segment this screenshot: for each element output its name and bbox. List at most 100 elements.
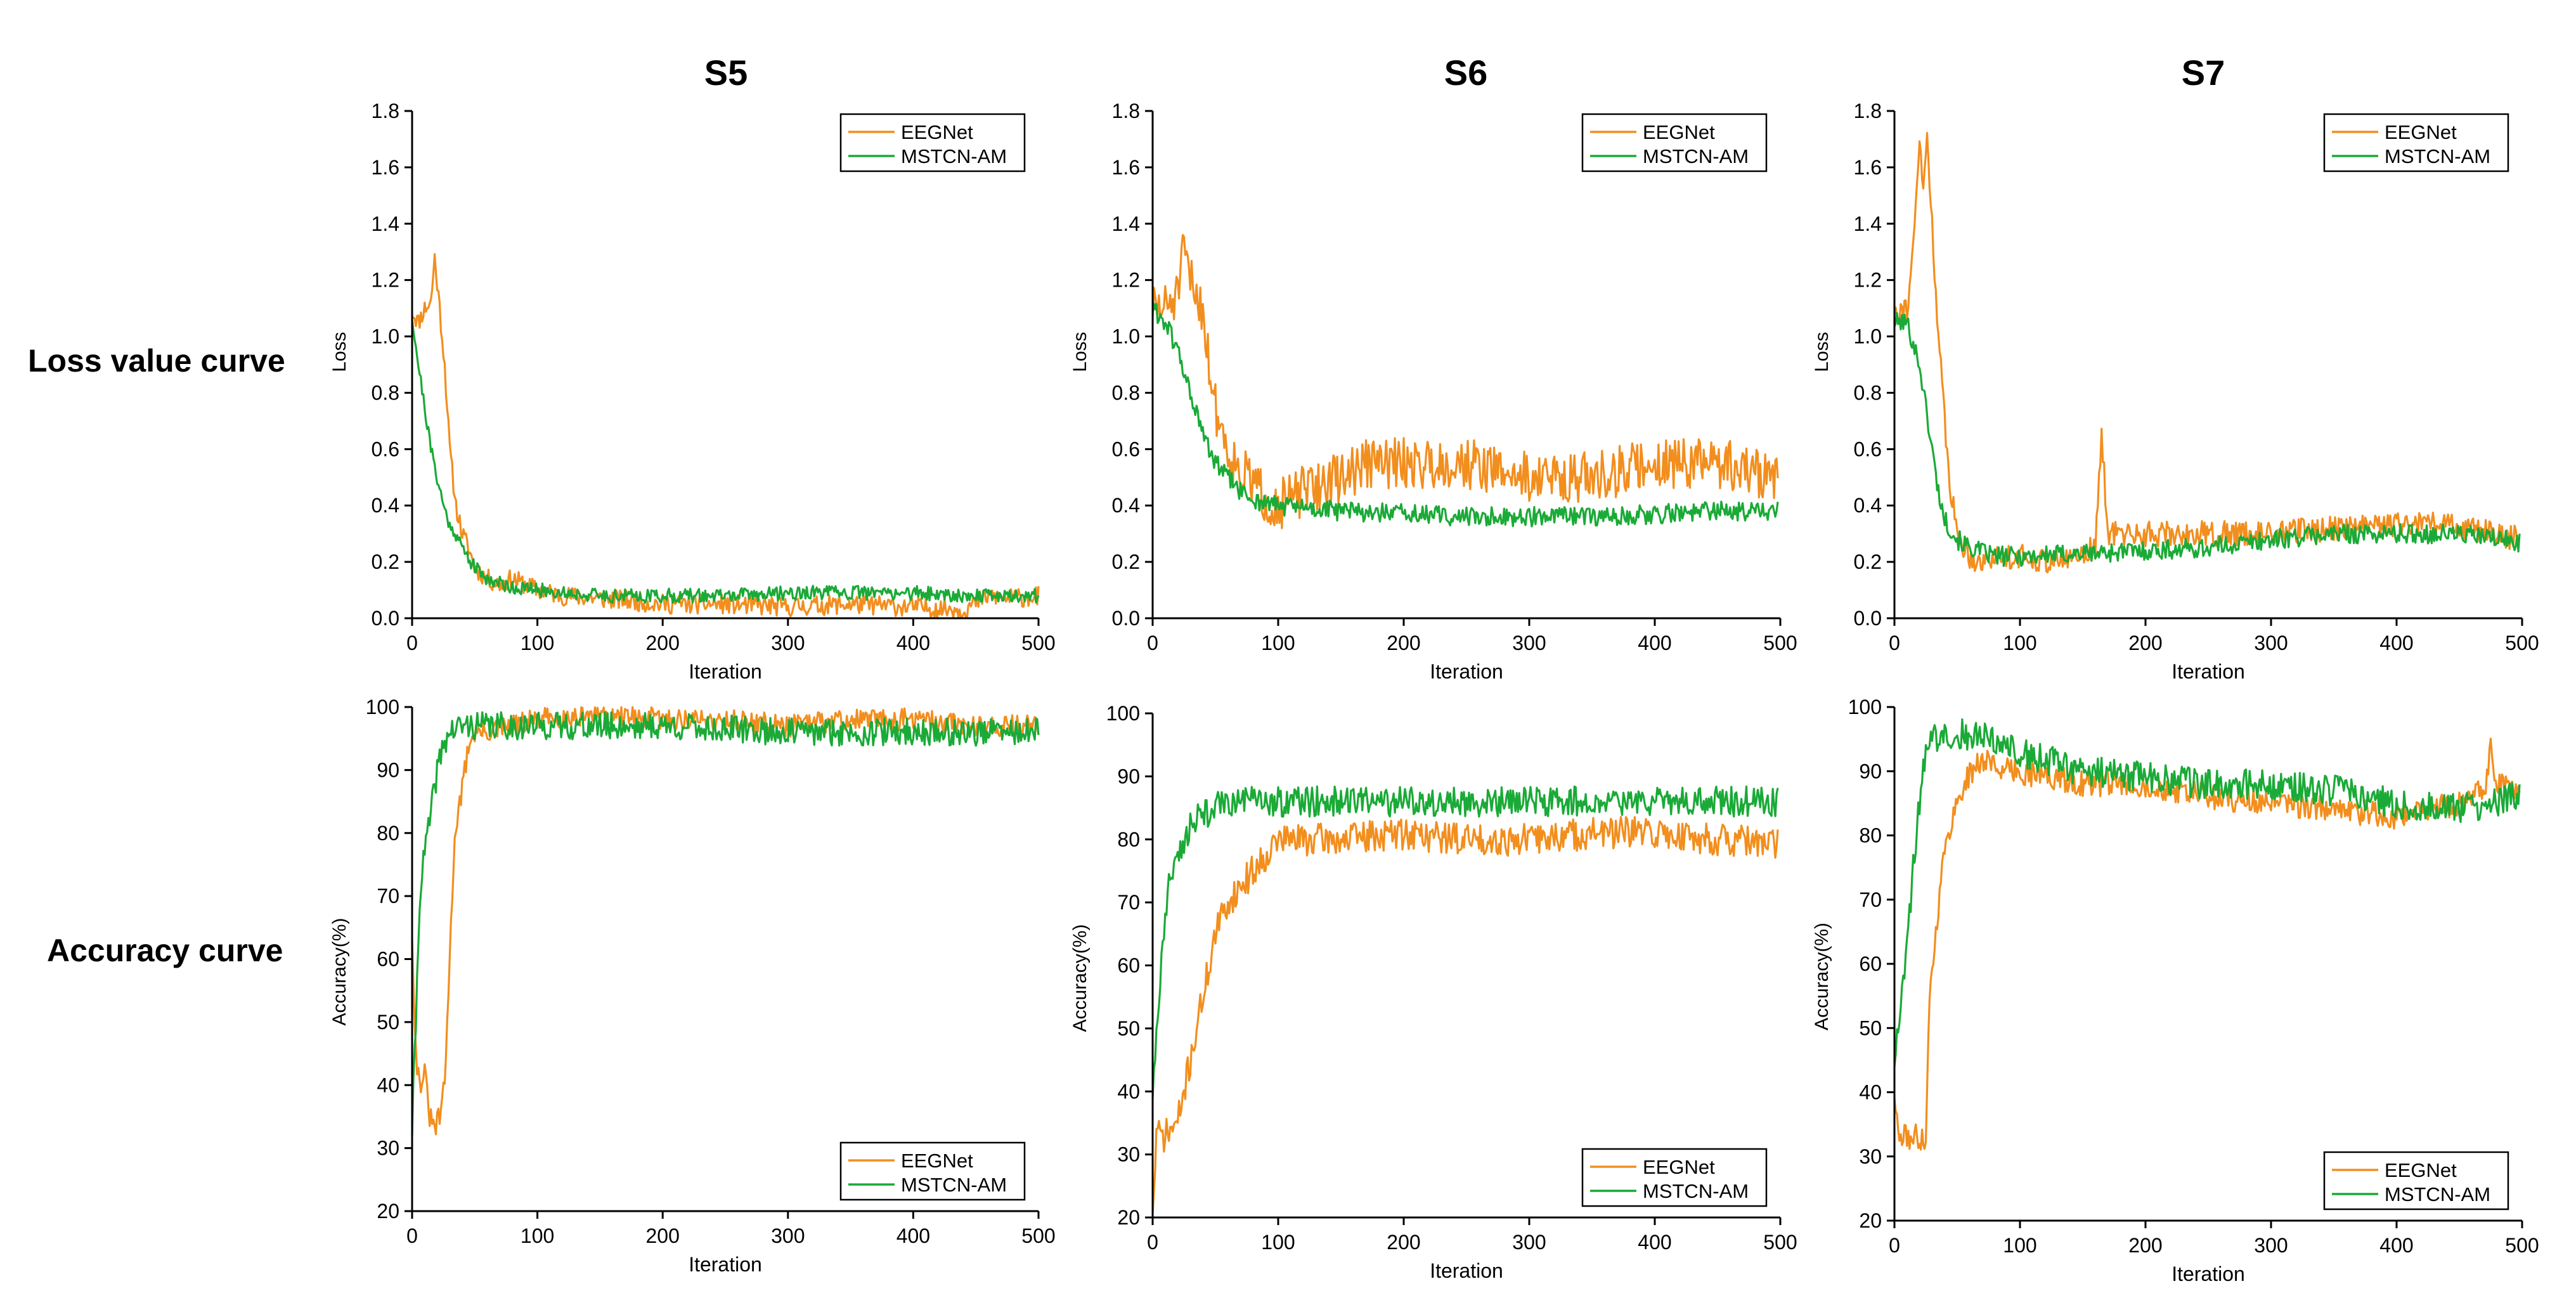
y-tick-label: 30 [1117,1143,1140,1166]
y-tick-label: 1.2 [1112,269,1140,292]
x-tick-label: 400 [2379,1234,2413,1257]
chart-s6-acc: 20 30 40 50 60 70 80 90 100 0 100 200 300 400 500 Itera… [1070,702,1797,1282]
y-tick-label: 1.2 [372,269,399,292]
legend-label-mstcn: MSTCN-AM [2385,1183,2490,1205]
y-axis-label: Accuracy(%) [329,918,350,1025]
y-tick-label: 0.4 [1112,494,1140,517]
y-tick-label: 90 [1117,765,1140,788]
y-tick-label: 60 [1859,952,1882,975]
x-tick-label: 300 [1512,1231,1546,1254]
y-tick-label: 0.2 [1112,550,1140,573]
y-tick-label: 1.2 [1854,269,1882,292]
series-line-eegnet [1893,737,2521,1151]
y-tick-label: 60 [1117,954,1140,977]
y-tick-label: 0.4 [1854,494,1882,517]
chart-s6-loss: 0.0 0.2 0.4 0.6 0.8 1.0 1.2 1.4 1.6 1.8 0 100 200 300… [1070,100,1797,683]
y-tick-label: 1.8 [1112,100,1140,122]
column-title-s7: S7 [2181,53,2225,93]
x-tick-label: 300 [2254,1234,2288,1257]
series-line-eegnet [411,706,1040,1136]
y-tick-label: 60 [377,948,399,971]
x-tick-label: 0 [1889,632,1900,654]
legend-label-mstcn: MSTCN-AM [2385,145,2490,167]
x-tick-label: 200 [2128,632,2162,654]
y-tick-label: 20 [377,1200,399,1223]
y-tick-label: 1.0 [372,325,399,348]
y-tick-label: 50 [1859,1016,1882,1039]
y-tick-label: 0.0 [1112,607,1140,630]
y-tick-label: 1.4 [1854,212,1882,235]
x-tick-label: 200 [2128,1234,2162,1257]
series-line-mstcn [1151,302,1779,528]
y-tick-label: 50 [377,1011,399,1034]
y-tick-label: 0.8 [372,381,399,404]
x-tick-label: 100 [1261,1231,1295,1254]
x-tick-label: 100 [1261,632,1295,654]
x-tick-label: 200 [1387,1231,1420,1254]
y-axis-label: Accuracy(%) [1070,924,1091,1032]
y-tick-label: 80 [377,822,399,845]
x-tick-label: 0 [406,632,418,654]
column-title-s6: S6 [1444,53,1488,93]
x-tick-label: 400 [896,1224,930,1247]
y-tick-label: 80 [1117,828,1140,851]
x-tick-label: 500 [1763,1231,1797,1254]
x-tick-label: 100 [521,1224,554,1247]
x-axis-label: Iteration [1430,1259,1503,1282]
y-tick-label: 40 [1117,1080,1140,1103]
y-tick-label: 90 [377,758,399,781]
y-tick-label: 0.2 [1854,550,1882,573]
legend-label-eegnet: EEGNet [1643,1156,1715,1178]
x-tick-label: 500 [2505,632,2539,654]
y-tick-label: 0.2 [372,550,399,573]
legend-box [2323,113,2509,172]
x-tick-label: 300 [1512,632,1546,654]
y-tick-label: 0.0 [372,607,399,630]
x-tick-label: 100 [521,632,554,654]
legend-label-eegnet: EEGNet [2385,1159,2457,1181]
legend-label-mstcn: MSTCN-AM [1643,1180,1749,1202]
x-axis-label: Iteration [2171,660,2245,683]
x-axis-label: Iteration [689,1253,762,1276]
series-line-mstcn [411,320,1040,604]
chart-s7-loss: 0.0 0.2 0.4 0.6 0.8 1.0 1.2 1.4 1.6 1.8 0 100 200 300… [1811,100,2539,683]
y-tick-label: 80 [1859,824,1882,847]
x-tick-label: 0 [1147,1231,1158,1254]
legend-box [1581,1148,1768,1207]
y-tick-label: 1.0 [1854,325,1882,348]
x-tick-label: 200 [646,1224,680,1247]
y-tick-label: 20 [1859,1209,1882,1232]
legend-label-mstcn: MSTCN-AM [901,145,1007,167]
series-line-eegnet [1151,815,1779,1214]
y-axis-label: Loss [329,332,350,372]
y-tick-label: 1.6 [1854,156,1882,179]
x-tick-label: 500 [1021,1224,1055,1247]
legend-label-eegnet: EEGNet [2385,121,2457,143]
x-axis-label: Iteration [1430,660,1503,683]
x-tick-label: 100 [2003,632,2036,654]
y-tick-label: 100 [366,696,399,718]
y-tick-label: 50 [1117,1017,1140,1040]
x-tick-label: 0 [1147,632,1158,654]
x-tick-label: 500 [1763,632,1797,654]
y-tick-label: 1.6 [1112,156,1140,179]
x-tick-label: 500 [2505,1234,2539,1257]
legend-label-mstcn: MSTCN-AM [1643,145,1749,167]
legend-box [1581,113,1768,172]
row-label-loss: Loss value curve [28,343,285,379]
x-tick-label: 400 [2379,632,2413,654]
x-tick-label: 300 [771,632,805,654]
legend-label-eegnet: EEGNet [901,1150,973,1172]
y-tick-label: 30 [377,1137,399,1160]
column-title-s5: S5 [704,53,748,93]
series-line-mstcn [1893,312,2521,568]
y-tick-label: 0.6 [1854,438,1882,460]
series-line-mstcn [411,711,1040,1136]
y-axis-label: Loss [1811,332,1832,372]
y-tick-label: 0.6 [372,438,399,460]
x-tick-label: 400 [1638,632,1671,654]
legend-label-eegnet: EEGNet [901,121,973,143]
x-tick-label: 100 [2003,1234,2036,1257]
